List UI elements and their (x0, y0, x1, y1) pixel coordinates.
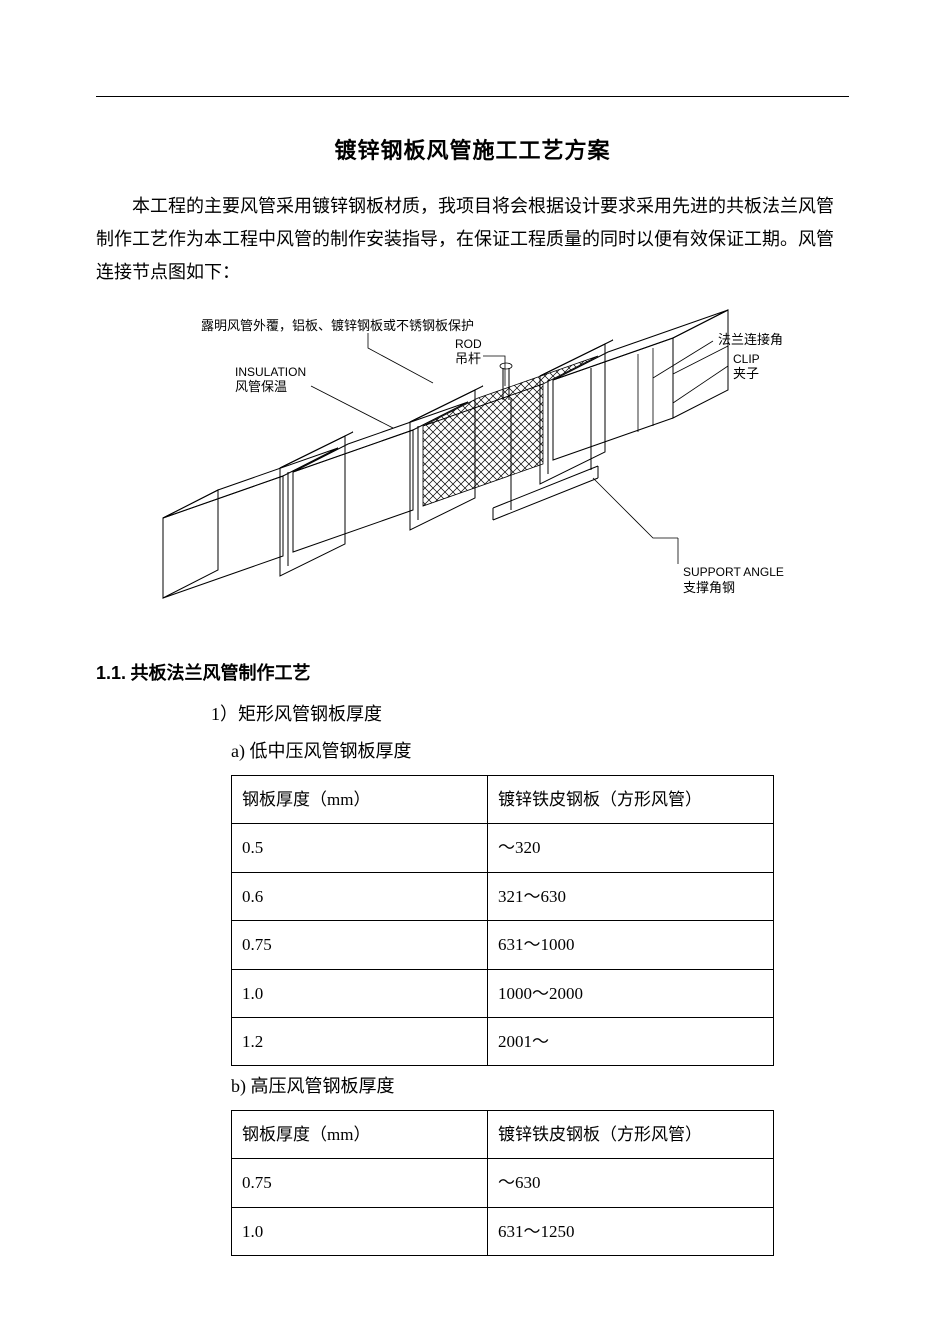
subitem-b: b) 高压风管钢板厚度 (231, 1070, 849, 1103)
label-clip-cn: 夹子 (733, 366, 759, 381)
table-header: 钢板厚度（mm） (232, 775, 488, 823)
table-row: 0.5～320 (232, 824, 774, 872)
table-row: 1.01000～2000 (232, 969, 774, 1017)
top-rule (96, 96, 849, 97)
label-support-cn: 支撑角钢 (683, 580, 735, 595)
section-heading: 1.1. 共板法兰风管制作工艺 (96, 657, 849, 690)
label-expose: 露明风管外覆，铝板、镀锌钢板或不锈钢板保护 (201, 318, 474, 333)
doc-title: 镀锌钢板风管施工工艺方案 (96, 131, 849, 172)
label-insulation-en: INSULATION (235, 365, 306, 379)
table-header: 镀锌铁皮钢板（方形风管） (488, 1110, 774, 1158)
table-row: 钢板厚度（mm） 镀锌铁皮钢板（方形风管） (232, 1110, 774, 1158)
label-clip-en: CLIP (733, 352, 760, 366)
item-1: 1）矩形风管钢板厚度 (211, 698, 849, 731)
table-header: 镀锌铁皮钢板（方形风管） (488, 775, 774, 823)
page: 镀锌钢板风管施工工艺方案 本工程的主要风管采用镀锌钢板材质，我项目将会根据设计要… (0, 0, 945, 1337)
table-row: 1.22001～ (232, 1017, 774, 1065)
table-a: 钢板厚度（mm） 镀锌铁皮钢板（方形风管） 0.5～320 0.6321～630… (231, 775, 774, 1067)
table-row: 0.75～630 (232, 1159, 774, 1207)
label-rod-en: ROD (455, 337, 482, 351)
table-b: 钢板厚度（mm） 镀锌铁皮钢板（方形风管） 0.75～630 1.0631～12… (231, 1110, 774, 1256)
label-rod-cn: 吊杆 (455, 351, 481, 366)
table-row: 0.6321～630 (232, 872, 774, 920)
diagram-container: 露明风管外覆，铝板、镀锌钢板或不锈钢板保护 ROD 吊杆 INSULATION … (133, 308, 813, 639)
label-insulation-cn: 风管保温 (235, 379, 287, 394)
table-row: 钢板厚度（mm） 镀锌铁皮钢板（方形风管） (232, 775, 774, 823)
duct-diagram: 露明风管外覆，铝板、镀锌钢板或不锈钢板保护 ROD 吊杆 INSULATION … (133, 308, 813, 628)
section-num: 1.1. (96, 663, 126, 683)
intro-paragraph: 本工程的主要风管采用镀锌钢板材质，我项目将会根据设计要求采用先进的共板法兰风管制… (96, 190, 849, 290)
table-row: 1.0631～1250 (232, 1207, 774, 1255)
label-support-en: SUPPORT ANGLE (683, 565, 784, 579)
subitem-a: a) 低中压风管钢板厚度 (231, 735, 849, 768)
table-row: 0.75631～1000 (232, 921, 774, 969)
table-header: 钢板厚度（mm） (232, 1110, 488, 1158)
section-title: 共板法兰风管制作工艺 (131, 663, 311, 683)
